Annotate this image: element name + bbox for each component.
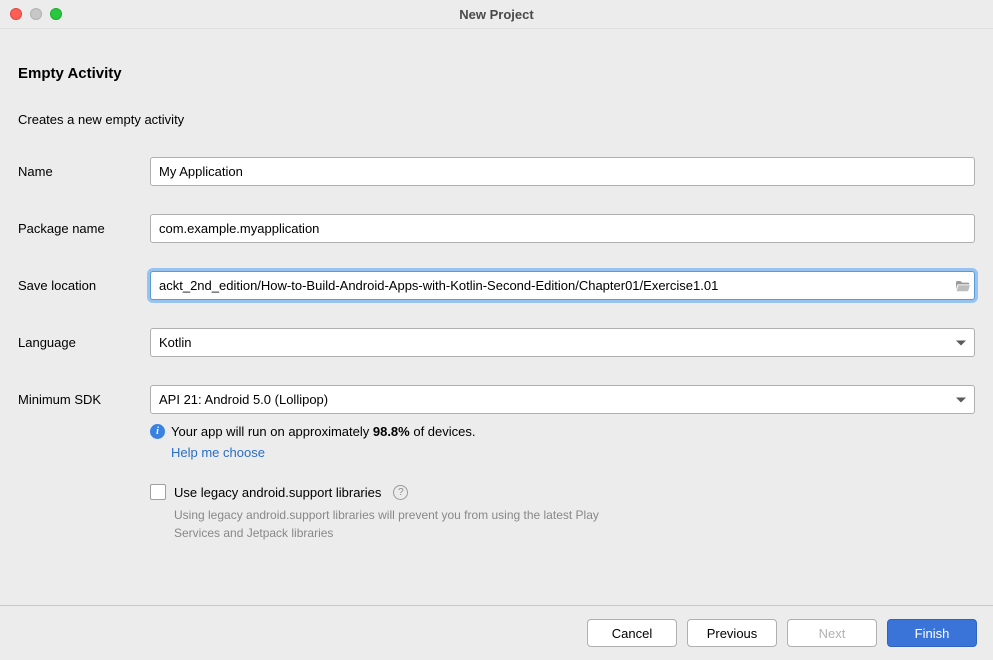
sdk-coverage-post: of devices. (410, 424, 476, 439)
language-row: Language Kotlin (18, 328, 975, 357)
title-bar: New Project (0, 0, 993, 29)
finish-button[interactable]: Finish (887, 619, 977, 647)
legacy-block: Use legacy android.support libraries ? U… (150, 484, 975, 542)
help-me-choose-link[interactable]: Help me choose (171, 445, 975, 460)
chevron-down-icon (956, 340, 966, 345)
save-location-input[interactable] (151, 272, 952, 299)
help-icon[interactable]: ? (393, 485, 408, 500)
min-sdk-row: Minimum SDK API 21: Android 5.0 (Lollipo… (18, 385, 975, 414)
page-heading: Empty Activity (18, 65, 975, 82)
legacy-checkbox-label: Use legacy android.support libraries (174, 485, 381, 500)
sdk-info-block: i Your app will run on approximately 98.… (150, 424, 975, 460)
save-location-row: Save location (18, 271, 975, 300)
sdk-coverage-text: i Your app will run on approximately 98.… (150, 424, 975, 439)
sdk-coverage-percent: 98.8% (373, 424, 410, 439)
save-location-field (150, 271, 975, 300)
cancel-button[interactable]: Cancel (587, 619, 677, 647)
form: Name Package name Save location (18, 157, 975, 542)
legacy-description: Using legacy android.support libraries w… (174, 506, 604, 542)
name-row: Name (18, 157, 975, 186)
dialog-content: Empty Activity Creates a new empty activ… (0, 29, 993, 542)
sdk-coverage-pre: Your app will run on approximately (171, 424, 373, 439)
language-select-value: Kotlin (159, 335, 192, 350)
info-icon: i (150, 424, 165, 439)
name-label: Name (18, 164, 150, 179)
folder-open-icon (955, 280, 971, 292)
browse-folder-button[interactable] (952, 272, 974, 299)
package-name-input[interactable] (150, 214, 975, 243)
previous-button[interactable]: Previous (687, 619, 777, 647)
close-window-button[interactable] (10, 8, 22, 20)
dialog-footer: Cancel Previous Next Finish (0, 605, 993, 660)
legacy-checkbox-row: Use legacy android.support libraries ? (150, 484, 975, 500)
package-name-row: Package name (18, 214, 975, 243)
minimize-window-button[interactable] (30, 8, 42, 20)
min-sdk-select-value: API 21: Android 5.0 (Lollipop) (159, 392, 328, 407)
package-name-label: Package name (18, 221, 150, 236)
next-button: Next (787, 619, 877, 647)
window-controls (0, 8, 62, 20)
name-input[interactable] (150, 157, 975, 186)
save-location-label: Save location (18, 278, 150, 293)
min-sdk-select[interactable]: API 21: Android 5.0 (Lollipop) (150, 385, 975, 414)
window-title: New Project (0, 7, 993, 22)
page-subheading: Creates a new empty activity (18, 112, 975, 127)
legacy-support-checkbox[interactable] (150, 484, 166, 500)
maximize-window-button[interactable] (50, 8, 62, 20)
language-select[interactable]: Kotlin (150, 328, 975, 357)
chevron-down-icon (956, 397, 966, 402)
min-sdk-label: Minimum SDK (18, 392, 150, 407)
language-label: Language (18, 335, 150, 350)
